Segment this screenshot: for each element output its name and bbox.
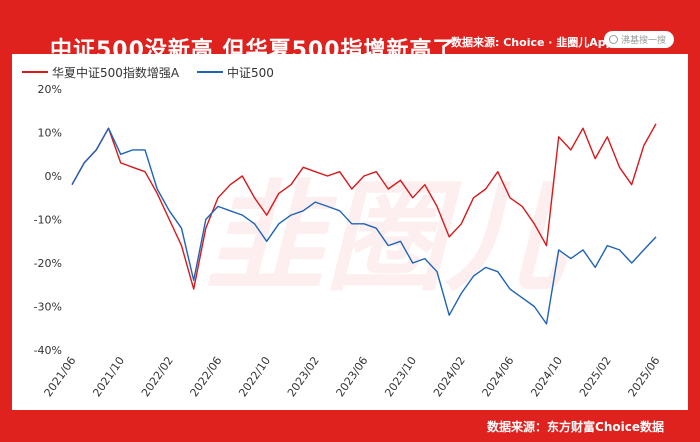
source-top: 数据来源: Choice · 韭圈儿App <box>451 36 614 49</box>
x-tick-label: 2023/02 <box>285 354 322 399</box>
legend-item-red: 华夏中证500指数增强A <box>22 64 179 81</box>
series-lines <box>71 123 657 325</box>
legend-label-red: 华夏中证500指数增强A <box>52 65 180 80</box>
y-tick-label: 0% <box>45 170 62 183</box>
y-tick-label: -40% <box>34 344 62 357</box>
x-tick-label: 2025/06 <box>626 354 663 399</box>
search-placeholder: 沸基搜一搜 <box>621 36 667 46</box>
y-tick-label: -10% <box>34 214 62 227</box>
legend-item-blue: 中证500 <box>196 64 274 81</box>
x-axis: 2021/06 2021/10 2022/02 2022/06 2022/10 2023/… <box>42 354 663 399</box>
legend-label-blue: 中证500 <box>226 65 274 80</box>
x-tick-label: 2022/10 <box>236 354 273 399</box>
search-icon <box>609 35 618 44</box>
y-tick-label: 20% <box>38 83 62 96</box>
x-tick-label: 2021/10 <box>90 354 127 399</box>
chart-legend: 华夏中证500指数增强A 中证500 <box>22 62 288 81</box>
y-axis: 20% 10% 0% -10% -20% -30% -40% <box>34 83 62 357</box>
y-tick-label: -20% <box>34 257 62 270</box>
series-line-1 <box>71 127 657 325</box>
chart-panel <box>12 54 688 410</box>
source-bottom: 数据来源：东方财富Choice数据 <box>487 420 664 434</box>
y-tick-label: 10% <box>38 127 62 140</box>
legend-swatch-red <box>22 71 48 73</box>
x-tick-label: 2024/06 <box>480 354 517 399</box>
x-tick-label: 2022/06 <box>188 354 225 399</box>
x-tick-label: 2025/02 <box>577 354 614 399</box>
x-tick-label: 2022/02 <box>139 354 176 399</box>
series-line-0 <box>71 123 657 290</box>
legend-swatch-blue <box>196 71 223 73</box>
y-tick-label: -30% <box>34 301 62 314</box>
search-box[interactable]: 沸基搜一搜 <box>604 31 674 48</box>
x-tick-label: 2023/06 <box>334 354 371 399</box>
x-tick-label: 2023/10 <box>382 354 419 399</box>
x-tick-label: 2024/02 <box>431 354 468 399</box>
x-tick-label: 2021/06 <box>42 354 79 399</box>
page-title: 中证500没新高 但华夏500指增新高了 <box>50 38 456 63</box>
x-tick-label: 2024/10 <box>528 354 565 399</box>
